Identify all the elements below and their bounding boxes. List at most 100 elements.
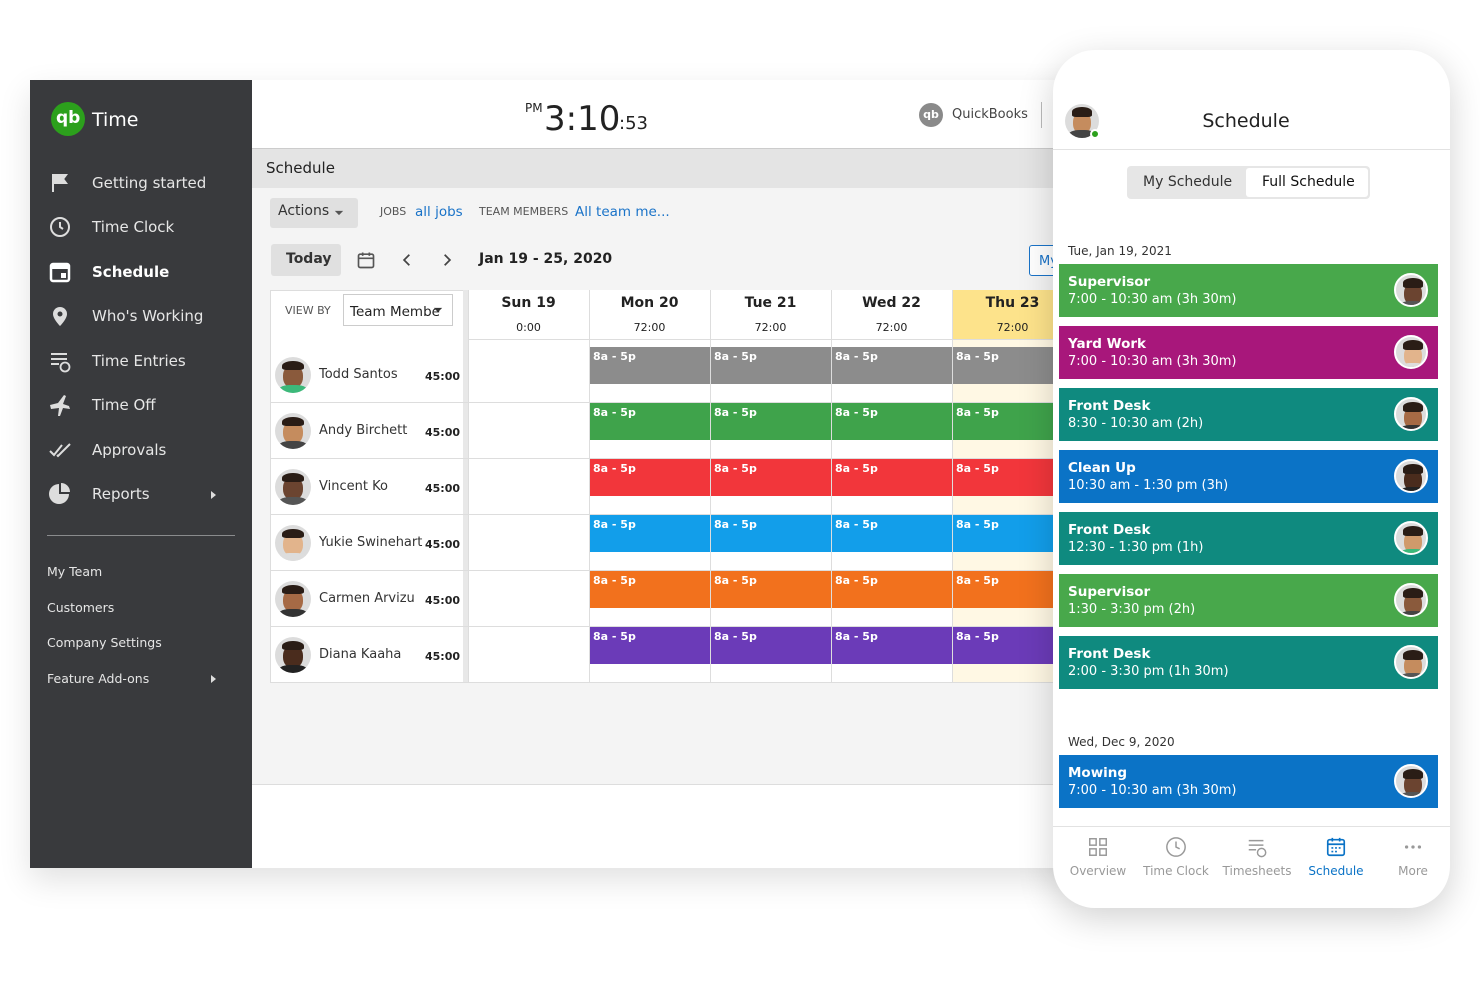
- date-header: Tue, Jan 19, 2021: [1068, 243, 1172, 258]
- avatar-face: [283, 365, 303, 389]
- nav-icon: [50, 395, 70, 416]
- shift-time: 10:30 am - 1:30 pm (3h): [1068, 477, 1229, 493]
- header-line: [1053, 149, 1450, 150]
- next-arrow: [444, 254, 452, 266]
- bottom-nav-label[interactable]: Overview: [1069, 863, 1127, 878]
- secondary-nav-item[interactable]: My Team: [47, 564, 103, 580]
- shift-block[interactable]: 8a - 5p: [590, 403, 710, 440]
- shift-block[interactable]: 8a - 5p: [711, 403, 831, 440]
- shift-card[interactable]: Supervisor 1:30 - 3:30 pm (2h): [1059, 574, 1438, 627]
- shift-block[interactable]: 8a - 5p: [590, 515, 710, 552]
- view-by-select[interactable]: Team Membe: [343, 294, 453, 326]
- shift-block[interactable]: 8a - 5p: [590, 571, 710, 608]
- tab[interactable]: My Schedule: [1127, 166, 1245, 199]
- avatar: [1394, 335, 1428, 369]
- tab-selected[interactable]: Full Schedule: [1246, 168, 1368, 197]
- bottom-nav-icon: [1166, 837, 1186, 857]
- member-name[interactable]: Vincent Ko: [319, 478, 388, 494]
- actions-button[interactable]: Actions: [270, 198, 358, 228]
- row-line: [270, 402, 1090, 403]
- shift-block[interactable]: 8a - 5p: [590, 459, 710, 496]
- today-label: Today: [286, 251, 332, 268]
- shift-block[interactable]: 8a - 5p: [832, 403, 952, 440]
- nav-icon: [51, 353, 71, 373]
- avatar-face: [1403, 592, 1423, 615]
- shift-block[interactable]: 8a - 5p: [711, 515, 831, 552]
- avatar-body: [276, 440, 310, 449]
- shift-card[interactable]: Clean Up 10:30 am - 1:30 pm (3h): [1059, 450, 1438, 503]
- shift-label: 8a - 5p: [835, 462, 878, 476]
- column-line: [831, 340, 832, 683]
- shift-block[interactable]: 8a - 5p: [590, 627, 710, 664]
- icon-part: [433, 307, 443, 313]
- app-name: Time: [92, 108, 139, 131]
- secondary-nav-item[interactable]: Company Settings: [47, 635, 162, 651]
- column-line: [952, 340, 953, 683]
- shift-label: 8a - 5p: [956, 406, 999, 420]
- shift-block[interactable]: 8a - 5p: [711, 571, 831, 608]
- member-name[interactable]: Carmen Arvizu: [319, 590, 415, 606]
- shift-block[interactable]: 8a - 5p: [832, 459, 952, 496]
- row-line: [270, 514, 1090, 515]
- icon-part: [61, 483, 70, 492]
- shift-block[interactable]: 8a - 5p: [590, 347, 710, 384]
- member-hours: 45:00: [425, 370, 461, 384]
- nav-item[interactable]: Time Off: [92, 395, 156, 414]
- shift-block[interactable]: 8a - 5p: [711, 459, 831, 496]
- today-button[interactable]: Today: [271, 244, 341, 276]
- shift-card[interactable]: Front Desk 8:30 - 10:30 am (2h): [1059, 388, 1438, 441]
- shift-label: 8a - 5p: [593, 350, 636, 364]
- shift-card[interactable]: Mowing 7:00 - 10:30 am (3h 30m): [1059, 755, 1438, 808]
- icon-part: [49, 484, 69, 504]
- icon-part: [51, 353, 67, 365]
- shift-label: 8a - 5p: [956, 462, 999, 476]
- avatar-face: [283, 533, 303, 557]
- bottom-nav-label[interactable]: Time Clock: [1143, 863, 1209, 878]
- shift-time: 12:30 - 1:30 pm (1h): [1068, 539, 1204, 555]
- shift-block[interactable]: 8a - 5p: [832, 515, 952, 552]
- jobs-value[interactable]: all jobs: [415, 203, 463, 220]
- nav-item[interactable]: Getting started: [92, 173, 207, 192]
- shift-label: 8a - 5p: [835, 574, 878, 588]
- avatar-hair: [282, 528, 304, 539]
- icon-part: [61, 273, 66, 278]
- team-value[interactable]: All team me...: [575, 203, 670, 220]
- avatar-hair: [1402, 526, 1424, 536]
- secondary-nav-item[interactable]: Feature Add-ons: [47, 671, 150, 687]
- sidebar: qb Time Getting started Time Clock Schedule W…: [30, 80, 252, 868]
- shift-card[interactable]: Supervisor 7:00 - 10:30 am (3h 30m): [1059, 264, 1438, 317]
- member-name[interactable]: Diana Kaaha: [319, 646, 402, 662]
- nav-item[interactable]: Schedule: [92, 262, 170, 281]
- avatar-face: [1403, 282, 1423, 305]
- nav-item[interactable]: Time Entries: [92, 351, 186, 370]
- nav-item[interactable]: Approvals: [92, 440, 167, 459]
- avatar-hair: [282, 360, 304, 371]
- secondary-nav-item[interactable]: Customers: [47, 600, 115, 616]
- row-line: [270, 626, 1090, 627]
- bottom-nav-label[interactable]: Timesheets: [1222, 863, 1292, 878]
- bottom-nav-label[interactable]: More: [1398, 863, 1428, 878]
- avatar-hair: [282, 472, 304, 483]
- nav-item[interactable]: Who's Working: [92, 306, 204, 325]
- nav-item[interactable]: Time Clock: [92, 217, 175, 236]
- shift-time: 7:00 - 10:30 am (3h 30m): [1068, 353, 1237, 369]
- shift-block[interactable]: 8a - 5p: [832, 627, 952, 664]
- shift-block[interactable]: 8a - 5p: [711, 347, 831, 384]
- shift-title: Clean Up: [1068, 459, 1136, 476]
- member-name[interactable]: Andy Birchett: [319, 422, 408, 438]
- shift-card[interactable]: Front Desk 12:30 - 1:30 pm (1h): [1059, 512, 1438, 565]
- member-name[interactable]: Yukie Swinehart: [319, 534, 423, 550]
- member-hours: 45:00: [425, 538, 461, 552]
- member-name[interactable]: Todd Santos: [319, 366, 398, 382]
- shift-card[interactable]: Yard Work 7:00 - 10:30 am (3h 30m): [1059, 326, 1438, 379]
- icon-part: [1417, 845, 1422, 849]
- icon-part: [50, 217, 70, 237]
- shift-block[interactable]: 8a - 5p: [832, 571, 952, 608]
- avatar-body: [1397, 549, 1426, 553]
- bottom-nav-label[interactable]: Schedule: [1308, 863, 1364, 878]
- nav-item[interactable]: Reports: [92, 484, 150, 503]
- shift-card[interactable]: Front Desk 2:00 - 3:30 pm (1h 30m): [1059, 636, 1438, 689]
- shift-block[interactable]: 8a - 5p: [832, 347, 952, 384]
- shift-block[interactable]: 8a - 5p: [711, 627, 831, 664]
- avatar-hair: [1071, 107, 1093, 117]
